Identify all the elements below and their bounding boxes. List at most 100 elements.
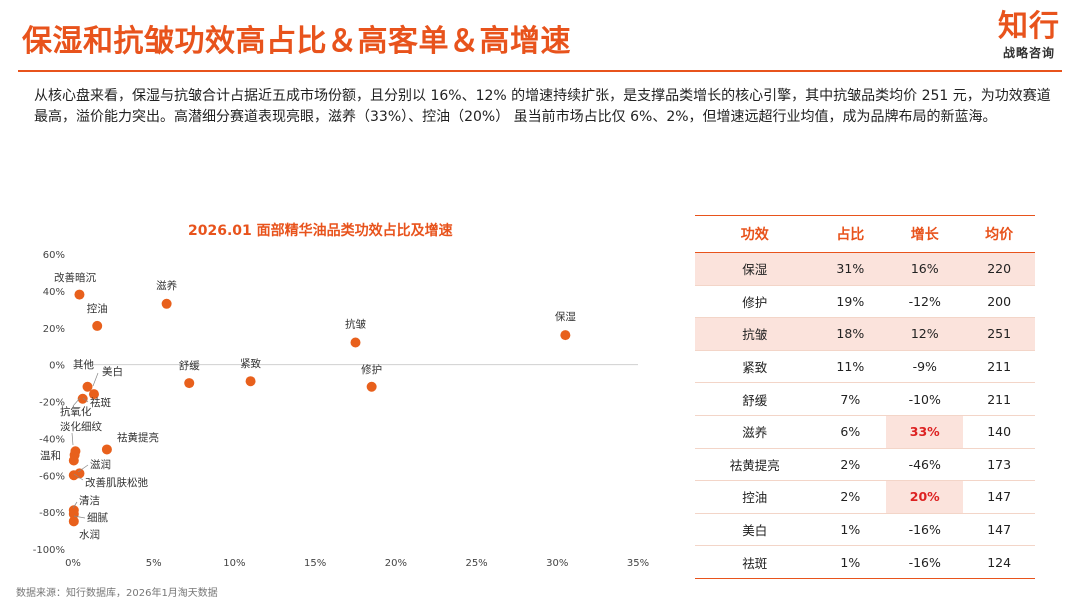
share-cell: 2% (814, 448, 887, 482)
y-tick-label: -80% (39, 508, 65, 519)
share-cell: 18% (814, 317, 887, 351)
table-row: 抗皱 18% 12% 251 (695, 317, 1035, 351)
table-body: 保湿 31% 16% 220 修护 19% -12% 200 抗皱 18% 12% 251 紧致 11% -… (695, 252, 1035, 579)
y-tick-label: 0% (49, 361, 65, 372)
efficacy-metrics-table: 功效 占比 增长 均价 保湿 31% 16% 220 修护 19% -12% 200 抗皱 18% 12%… (695, 215, 1035, 579)
efficacy-cell: 修护 (695, 285, 815, 319)
logo-main-text: 知行 (998, 9, 1060, 44)
data-point-label: 改善暗沉 (54, 271, 96, 284)
logo-sub-text: 战略咨询 (1002, 46, 1055, 60)
summary-paragraph: 从核心盘来看，保湿与抗皱合计占据近五成市场份额，且分别以 16%、12% 的增速… (34, 88, 1051, 125)
brand-logo: 知行 战略咨询 (998, 10, 1060, 61)
x-tick-label: 5% (146, 558, 162, 569)
avg-price-cell: 147 (963, 480, 1035, 514)
data-point (184, 378, 195, 389)
share-cell: 1% (814, 545, 887, 579)
growth-cell: -12% (886, 285, 964, 319)
label-leader-line (82, 397, 89, 403)
share-cell: 7% (814, 382, 887, 416)
data-point (350, 337, 361, 348)
data-point (245, 376, 256, 387)
efficacy-cell: 祛黄提亮 (695, 448, 815, 482)
growth-cell: 20% (886, 480, 964, 514)
column-header: 均价 (963, 215, 1035, 253)
x-tick-label: 0% (65, 558, 81, 569)
growth-cell: -10% (886, 382, 964, 416)
efficacy-cell: 紧致 (695, 350, 815, 384)
x-tick-label: 10% (223, 558, 245, 569)
y-tick-label: 60% (43, 250, 65, 261)
data-point (101, 444, 112, 455)
growth-cell: 12% (886, 317, 964, 351)
share-cell: 31% (814, 252, 887, 286)
data-point-label: 保湿 (555, 310, 576, 323)
share-cell: 19% (814, 285, 887, 319)
data-point-label: 美白 (102, 365, 123, 378)
growth-cell: -16% (886, 545, 964, 579)
x-tick-label: 20% (385, 558, 407, 569)
y-tick-label: 20% (43, 324, 65, 335)
data-point-label: 抗皱 (345, 318, 366, 331)
data-point-label: 舒缓 (179, 359, 200, 372)
table-row: 滋养 6% 33% 140 (695, 415, 1035, 449)
data-point-label: 滋养 (156, 279, 177, 292)
data-point (68, 516, 79, 527)
y-tick-label: -60% (39, 471, 65, 482)
table-row: 控油 2% 20% 147 (695, 480, 1035, 514)
share-cell: 1% (814, 513, 887, 547)
data-point (88, 389, 99, 400)
growth-cell: 33% (886, 415, 964, 449)
data-point-label: 水润 (79, 528, 100, 541)
x-tick-label: 15% (304, 558, 326, 569)
data-point (74, 289, 85, 300)
data-point (92, 320, 103, 331)
table-row: 美白 1% -16% 147 (695, 513, 1035, 547)
data-point (68, 470, 79, 481)
table-row: 修护 19% -12% 200 (695, 285, 1035, 319)
data-point-label: 祛斑 (90, 396, 111, 409)
table-row: 祛斑 1% -16% 124 (695, 545, 1035, 579)
efficacy-cell: 控油 (695, 480, 815, 514)
avg-price-cell: 211 (963, 350, 1035, 384)
data-point-label: 祛黄提亮 (117, 431, 159, 444)
x-tick-label: 35% (627, 558, 649, 569)
table-row: 舒缓 7% -10% 211 (695, 382, 1035, 416)
share-cell: 2% (814, 480, 887, 514)
avg-price-cell: 220 (963, 252, 1035, 286)
table-row: 紧致 11% -9% 211 (695, 350, 1035, 384)
table-header-row: 功效 占比 增长 均价 (695, 215, 1035, 253)
x-tick-label: 30% (546, 558, 568, 569)
data-point-label: 改善肌肤松弛 (85, 476, 148, 489)
share-cell: 6% (814, 415, 887, 449)
data-point-label: 紧致 (240, 357, 261, 370)
label-leader-line (73, 473, 84, 481)
growth-cell: 16% (886, 252, 964, 286)
efficacy-cell: 滋养 (695, 415, 815, 449)
x-tick-label: 25% (465, 558, 487, 569)
table-row: 保湿 31% 16% 220 (695, 252, 1035, 286)
data-source-note: 数据来源：知行数据库，2026年1月淘天数据 (16, 588, 218, 599)
avg-price-cell: 251 (963, 317, 1035, 351)
avg-price-cell: 124 (963, 545, 1035, 579)
y-tick-label: -100% (33, 545, 65, 556)
title-divider (18, 70, 1062, 72)
data-point-label: 滋润 (90, 458, 111, 471)
label-leader-line (92, 372, 99, 387)
data-point-label: 淡化细纹 (60, 420, 102, 433)
data-point-label: 控油 (87, 302, 108, 315)
efficacy-cell: 美白 (695, 513, 815, 547)
data-point-label: 清洁 (79, 494, 100, 507)
label-leader-line (72, 501, 78, 509)
data-point-label: 抗氧化 (60, 405, 92, 418)
efficacy-cell: 抗皱 (695, 317, 815, 351)
data-point-label: 温和 (40, 450, 61, 462)
data-point (161, 298, 172, 309)
label-leader-line (77, 464, 89, 473)
data-point (560, 330, 571, 341)
table-row: 祛黄提亮 2% -46% 173 (695, 448, 1035, 482)
data-point (77, 393, 88, 404)
y-tick-label: 40% (43, 287, 65, 298)
y-tick-label: -40% (39, 434, 65, 445)
avg-price-cell: 140 (963, 415, 1035, 449)
column-header: 增长 (886, 215, 964, 253)
